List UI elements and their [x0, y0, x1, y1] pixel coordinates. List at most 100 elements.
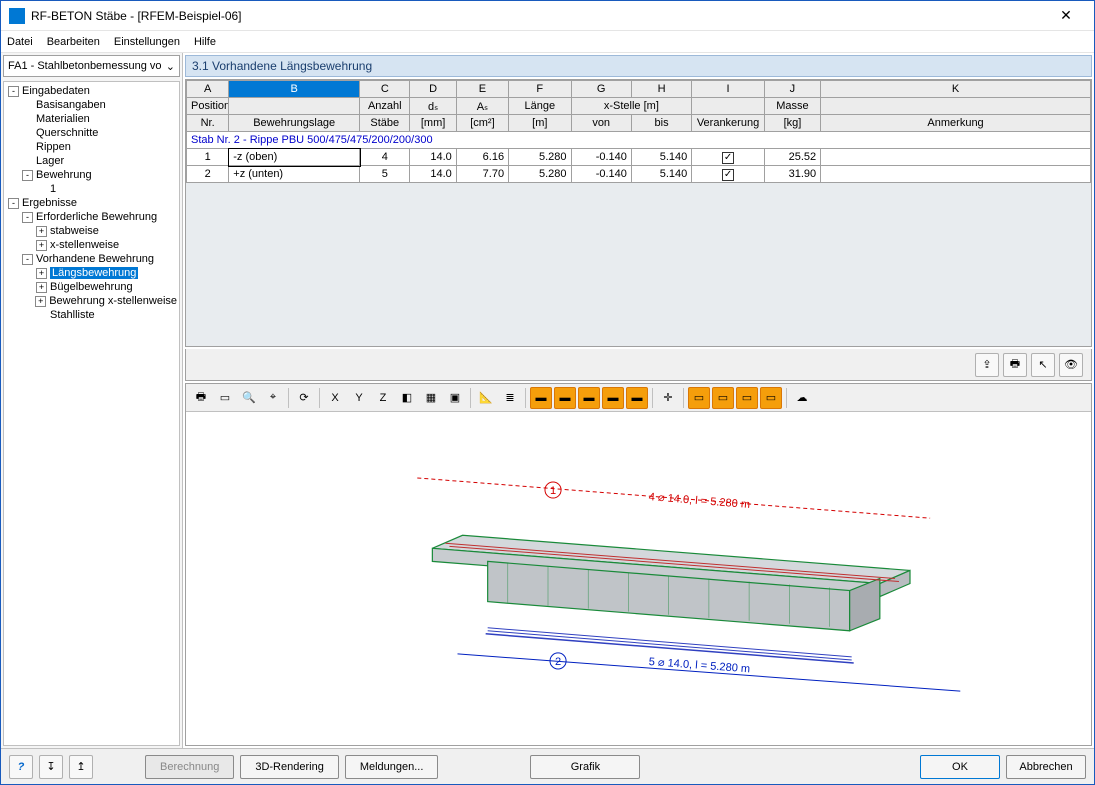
table-header[interactable]: J	[764, 81, 820, 98]
tree-item[interactable]: Stahlliste	[4, 308, 179, 322]
abbrechen-button[interactable]: Abbrechen	[1006, 755, 1086, 779]
table-header[interactable]: [mm]	[410, 115, 456, 132]
table-header[interactable]: D	[410, 81, 456, 98]
table-cell[interactable]: 5.140	[631, 149, 691, 166]
grp2-icon[interactable]: ▭	[712, 387, 734, 409]
table-header[interactable]: [m]	[509, 115, 571, 132]
layers-icon[interactable]: ≣	[499, 387, 521, 409]
close-button[interactable]: ✕	[1046, 1, 1086, 31]
expand-icon[interactable]: +	[36, 268, 47, 279]
table-group-row[interactable]: Stab Nr. 2 - Rippe PBU 500/475/475/200/2…	[187, 132, 1091, 149]
table-header[interactable]: E	[456, 81, 508, 98]
tree-item[interactable]: +Längsbewehrung	[4, 266, 179, 280]
tree-item[interactable]: +Bewehrung x-stellenweise	[4, 294, 179, 308]
graphics-canvas[interactable]: 1 4 ⌀ 14.0, l = 5.280 m 2 5 ⌀ 14.0, l = …	[186, 412, 1091, 745]
cloud-icon[interactable]: ☁	[791, 387, 813, 409]
rendering-button[interactable]: 3D-Rendering	[240, 755, 338, 779]
table-cell[interactable]: 7.70	[456, 166, 508, 183]
meldungen-button[interactable]: Meldungen...	[345, 755, 439, 779]
tree-item[interactable]: -Eingabedaten	[4, 84, 179, 98]
expand-icon[interactable]: -	[22, 254, 33, 265]
ok-button[interactable]: OK	[920, 755, 1000, 779]
tree-item[interactable]: +stabweise	[4, 224, 179, 238]
show3-icon[interactable]: ▬	[578, 387, 600, 409]
expand-icon[interactable]: -	[8, 198, 19, 209]
table-header[interactable]: A	[187, 81, 229, 98]
grp4-icon[interactable]: ▭	[760, 387, 782, 409]
table-cell[interactable]: -0.140	[571, 149, 631, 166]
table-cell[interactable]: ✓	[692, 166, 764, 183]
menu-einstellungen[interactable]: Einstellungen	[114, 36, 180, 48]
table-header[interactable]: von	[571, 115, 631, 132]
table-header[interactable]: Bewehrungslage	[229, 115, 360, 132]
help-button[interactable]: ?	[9, 755, 33, 779]
table-cell[interactable]	[821, 166, 1091, 183]
expand-icon[interactable]: -	[22, 212, 33, 223]
tree-item[interactable]: -Erforderliche Bewehrung	[4, 210, 179, 224]
grafik-button[interactable]: Grafik	[530, 755, 640, 779]
tree-item[interactable]: Basisangaben	[4, 98, 179, 112]
table-header[interactable]: B	[229, 81, 360, 98]
tree-item[interactable]: Materialien	[4, 112, 179, 126]
table-cell[interactable]: 5.280	[509, 166, 571, 183]
show5-icon[interactable]: ▬	[626, 387, 648, 409]
select-icon[interactable]: ▭	[214, 387, 236, 409]
table-cell[interactable]: 5.280	[509, 149, 571, 166]
menu-datei[interactable]: Datei	[7, 36, 33, 48]
expand-icon[interactable]: +	[36, 282, 47, 293]
menu-hilfe[interactable]: Hilfe	[194, 36, 216, 48]
table-cell[interactable]: 4	[360, 149, 410, 166]
menu-bearbeiten[interactable]: Bearbeiten	[47, 36, 100, 48]
pick-icon[interactable]: ↖	[1031, 353, 1055, 377]
table-cell[interactable]: 14.0	[410, 166, 456, 183]
table-cell[interactable]: 1	[187, 149, 229, 166]
table-cell[interactable]: 6.16	[456, 149, 508, 166]
table-header[interactable]: bis	[631, 115, 691, 132]
tree-item[interactable]: -Vorhandene Bewehrung	[4, 252, 179, 266]
coord-icon[interactable]: ✛	[657, 387, 679, 409]
table-header[interactable]: F	[509, 81, 571, 98]
table-header[interactable]: K	[821, 81, 1091, 98]
expand-icon[interactable]: +	[36, 226, 47, 237]
zoom-window-icon[interactable]: ⌖	[262, 387, 284, 409]
tree-item[interactable]: 1	[4, 182, 179, 196]
iso-icon[interactable]: ◧	[396, 387, 418, 409]
tree-item[interactable]: -Bewehrung	[4, 168, 179, 182]
tree-item[interactable]: +Bügelbewehrung	[4, 280, 179, 294]
export-button[interactable]: ↥	[69, 755, 93, 779]
table-header[interactable]: Nr.	[187, 115, 229, 132]
table-header[interactable]: Stäbe	[360, 115, 410, 132]
fa-selector[interactable]: FA1 - Stahlbetonbemessung vo ⌄	[3, 55, 180, 77]
axis-x-icon[interactable]: X	[324, 387, 346, 409]
axis-z-icon[interactable]: Z	[372, 387, 394, 409]
import-button[interactable]: ↧	[39, 755, 63, 779]
table-cell[interactable]: 25.52	[764, 149, 820, 166]
table-cell[interactable]: 14.0	[410, 149, 456, 166]
show1-icon[interactable]: ▬	[530, 387, 552, 409]
print-icon[interactable]: 🖶	[1003, 353, 1027, 377]
export-icon[interactable]: ⇪	[975, 353, 999, 377]
camera-icon[interactable]: ▣	[444, 387, 466, 409]
table-cell[interactable]: 2	[187, 166, 229, 183]
table-cell[interactable]: ✓	[692, 149, 764, 166]
table-header[interactable]: I	[692, 81, 764, 98]
table-cell[interactable]: +z (unten)	[229, 166, 360, 183]
tree-item[interactable]: Rippen	[4, 140, 179, 154]
table-header[interactable]: Anmerkung	[821, 115, 1091, 132]
table-cell[interactable]: -0.140	[571, 166, 631, 183]
dim-icon[interactable]: 📐	[475, 387, 497, 409]
show2-icon[interactable]: ▬	[554, 387, 576, 409]
grp1-icon[interactable]: ▭	[688, 387, 710, 409]
show4-icon[interactable]: ▬	[602, 387, 624, 409]
tree-item[interactable]: Querschnitte	[4, 126, 179, 140]
table-cell[interactable]: 31.90	[764, 166, 820, 183]
table-header[interactable]: H	[631, 81, 691, 98]
print-icon[interactable]: 🖶	[190, 387, 212, 409]
expand-icon[interactable]: -	[8, 86, 19, 97]
axis-y-icon[interactable]: Y	[348, 387, 370, 409]
table-header[interactable]: [kg]	[764, 115, 820, 132]
zoom-icon[interactable]: 🔍	[238, 387, 260, 409]
expand-icon[interactable]: -	[22, 170, 33, 181]
table-header[interactable]: [cm²]	[456, 115, 508, 132]
tree-item[interactable]: +x-stellenweise	[4, 238, 179, 252]
